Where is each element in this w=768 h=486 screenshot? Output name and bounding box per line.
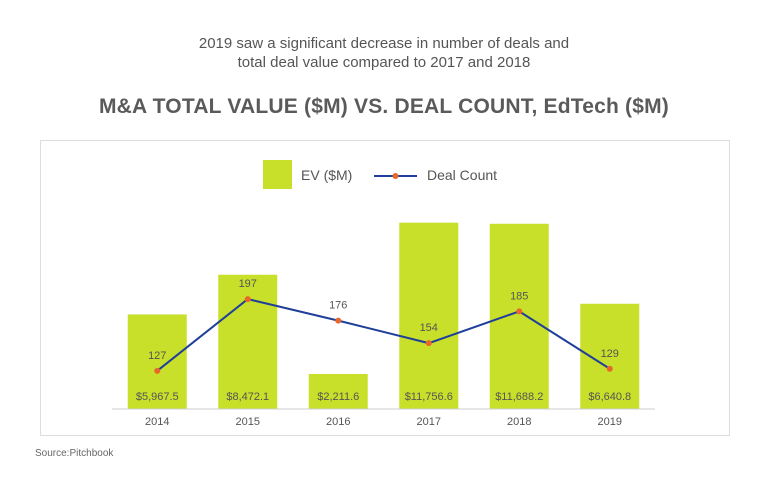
bar-label-2019: $6,640.8 [588,391,631,403]
chart-frame [40,140,730,436]
deal-count-point-2014 [154,367,161,374]
subtitle-line-2: total deal value compared to 2017 and 20… [237,54,531,71]
deal-count-point-2015 [244,296,251,303]
deal-count-label-2018: 185 [510,290,528,302]
deal-count-point-2018 [516,308,523,315]
deal-count-label-2014: 127 [148,350,166,362]
bar-label-2015: $8,472.1 [226,391,269,403]
deal-count-line-group [154,296,613,374]
bar-label-2014: $5,967.5 [136,391,179,403]
x-tick-2018: 2018 [507,416,531,428]
legend-line-marker [392,173,399,179]
x-tick-2015: 2015 [236,416,260,428]
deal-count-label-2015: 197 [239,278,257,290]
bar-2016 [308,373,368,409]
bars-group [127,222,640,409]
legend-ev-label: EV ($M) [301,167,352,183]
bar-2018 [489,223,549,409]
deal-count-label-2019: 129 [601,348,619,360]
x-tick-2014: 2014 [145,416,169,428]
deal-count-line [156,297,611,372]
x-tick-2017: 2017 [417,416,441,428]
legend-deal-count-label: Deal Count [427,167,497,183]
chart-title: M&A TOTAL VALUE ($M) VS. DEAL COUNT, EdT… [98,95,669,118]
x-tick-2019: 2019 [598,416,622,428]
deal-count-point-2017 [425,340,432,347]
bar-2014 [127,314,187,409]
bar-2017 [399,222,459,409]
deal-count-label-2016: 176 [329,300,347,312]
bar-label-2017: $11,756.6 [405,391,453,403]
bar-labels-group: $5,967.5 $8,472.1 $2,211.6 $11,756.6 $11,688… [136,391,631,403]
chart-subtitle: 2019 saw a significant decrease in numbe… [0,34,768,72]
deal-count-point-2016 [335,317,342,324]
legend-bar-swatch [263,160,292,189]
subtitle-line-1: 2019 saw a significant decrease in numbe… [198,35,570,52]
bar-label-2018: $11,688.2 [495,391,543,403]
x-tick-2016: 2016 [326,416,350,428]
bar-2015 [218,274,278,409]
legend: EV ($M) Deal Count [263,160,497,189]
deal-count-point-2019 [606,365,613,372]
source-note: Source:Pitchbook [35,448,114,459]
deal-count-label-2017: 154 [420,322,438,334]
deal-count-labels-group: 127 197 176 154 185 129 [148,278,619,362]
bar-label-2016: $2,211.6 [317,391,359,403]
x-tick-labels: 2014 2015 2016 2017 2018 2019 [145,416,622,428]
